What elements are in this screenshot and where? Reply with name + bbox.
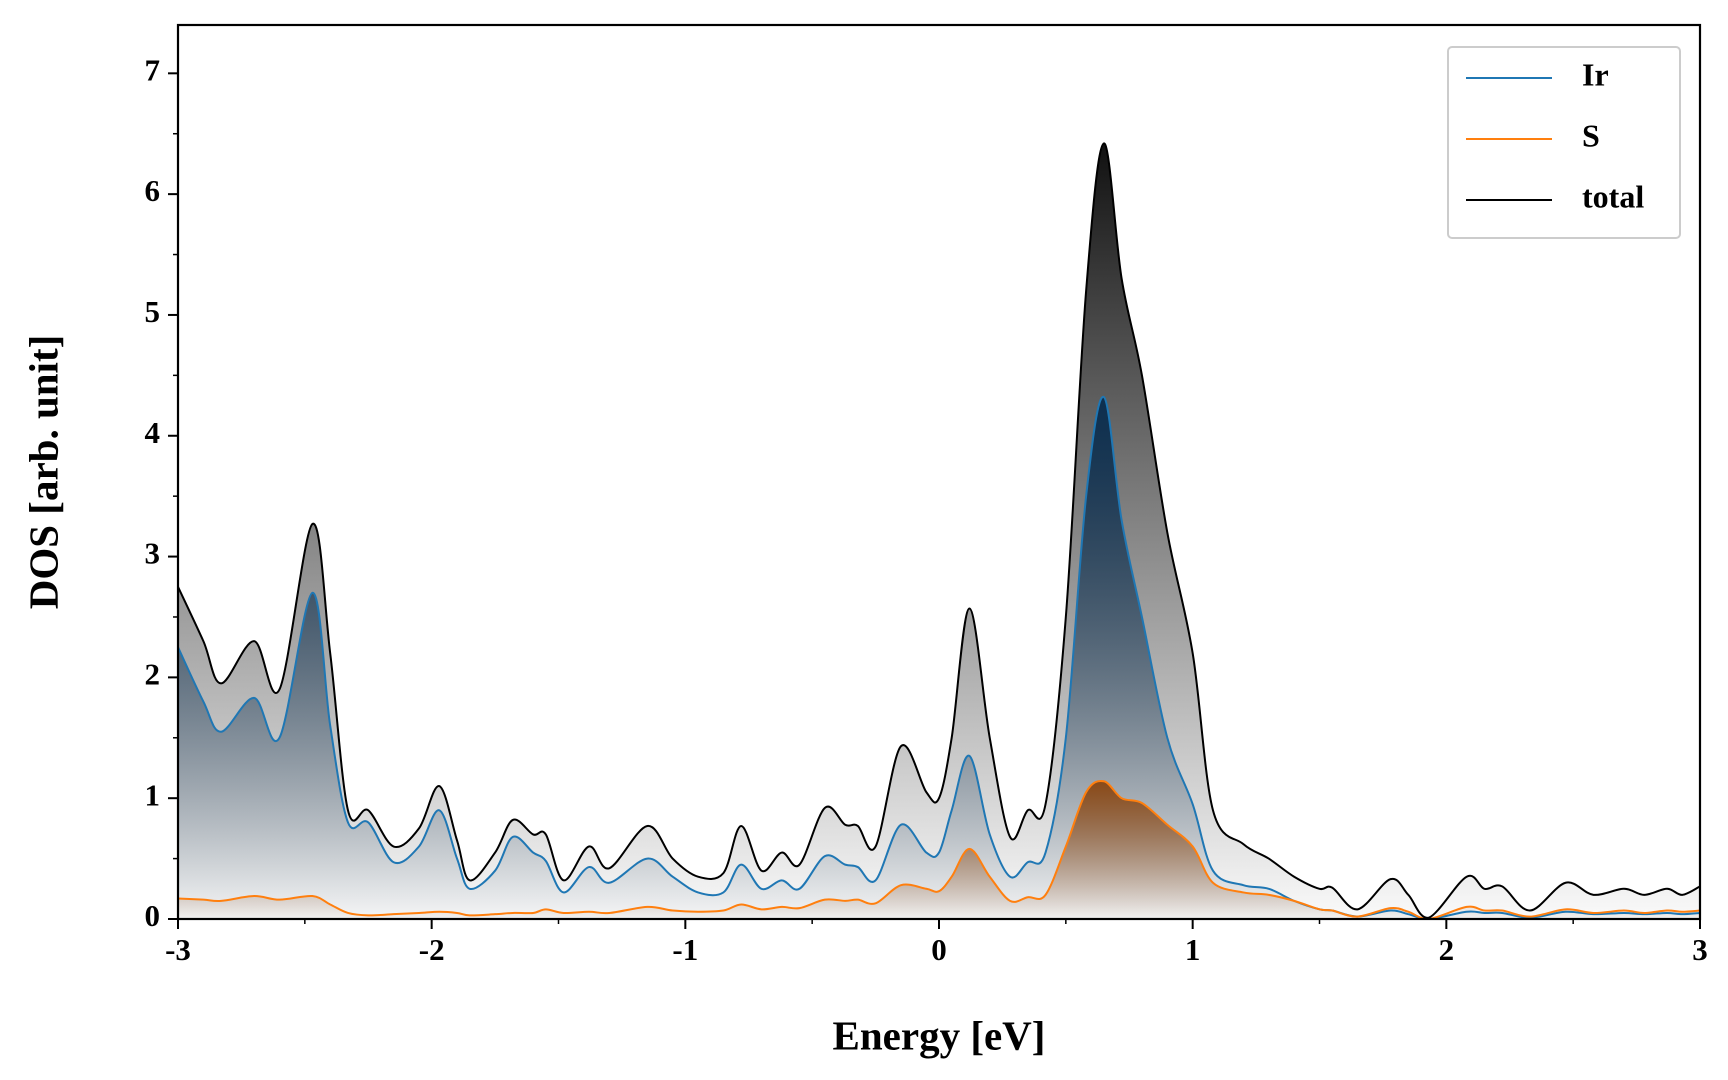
x-tick-label: 3 [1692, 932, 1708, 967]
y-tick-label: 5 [145, 294, 161, 329]
y-tick-label: 2 [145, 656, 161, 691]
x-tick-label: -1 [672, 932, 698, 967]
y-tick-label: 3 [145, 536, 161, 571]
y-axis-label: DOS [arb. unit] [20, 335, 66, 610]
legend-label: S [1582, 117, 1600, 153]
y-tick-label: 4 [145, 415, 161, 450]
legend-label: Ir [1582, 56, 1609, 92]
y-tick-label: 6 [145, 173, 161, 208]
x-tick-label: -3 [165, 932, 191, 967]
line [178, 780, 1700, 919]
x-tick-label: 0 [931, 932, 947, 967]
area [178, 397, 1700, 919]
y-tick-label: 1 [145, 777, 161, 812]
x-tick-label: 2 [1439, 932, 1455, 967]
y-tick-label: 7 [145, 52, 161, 87]
legend-box [1447, 46, 1681, 239]
area [178, 143, 1700, 919]
x-tick-label: 1 [1185, 932, 1201, 967]
line [178, 142, 1700, 919]
y-tick-label: 0 [145, 898, 161, 933]
plot-area [178, 142, 1700, 919]
x-tick-label: -2 [419, 932, 445, 967]
line [178, 396, 1700, 919]
x-axis-label: Energy [eV] [833, 1012, 1046, 1058]
legend-label: total [1582, 178, 1644, 214]
